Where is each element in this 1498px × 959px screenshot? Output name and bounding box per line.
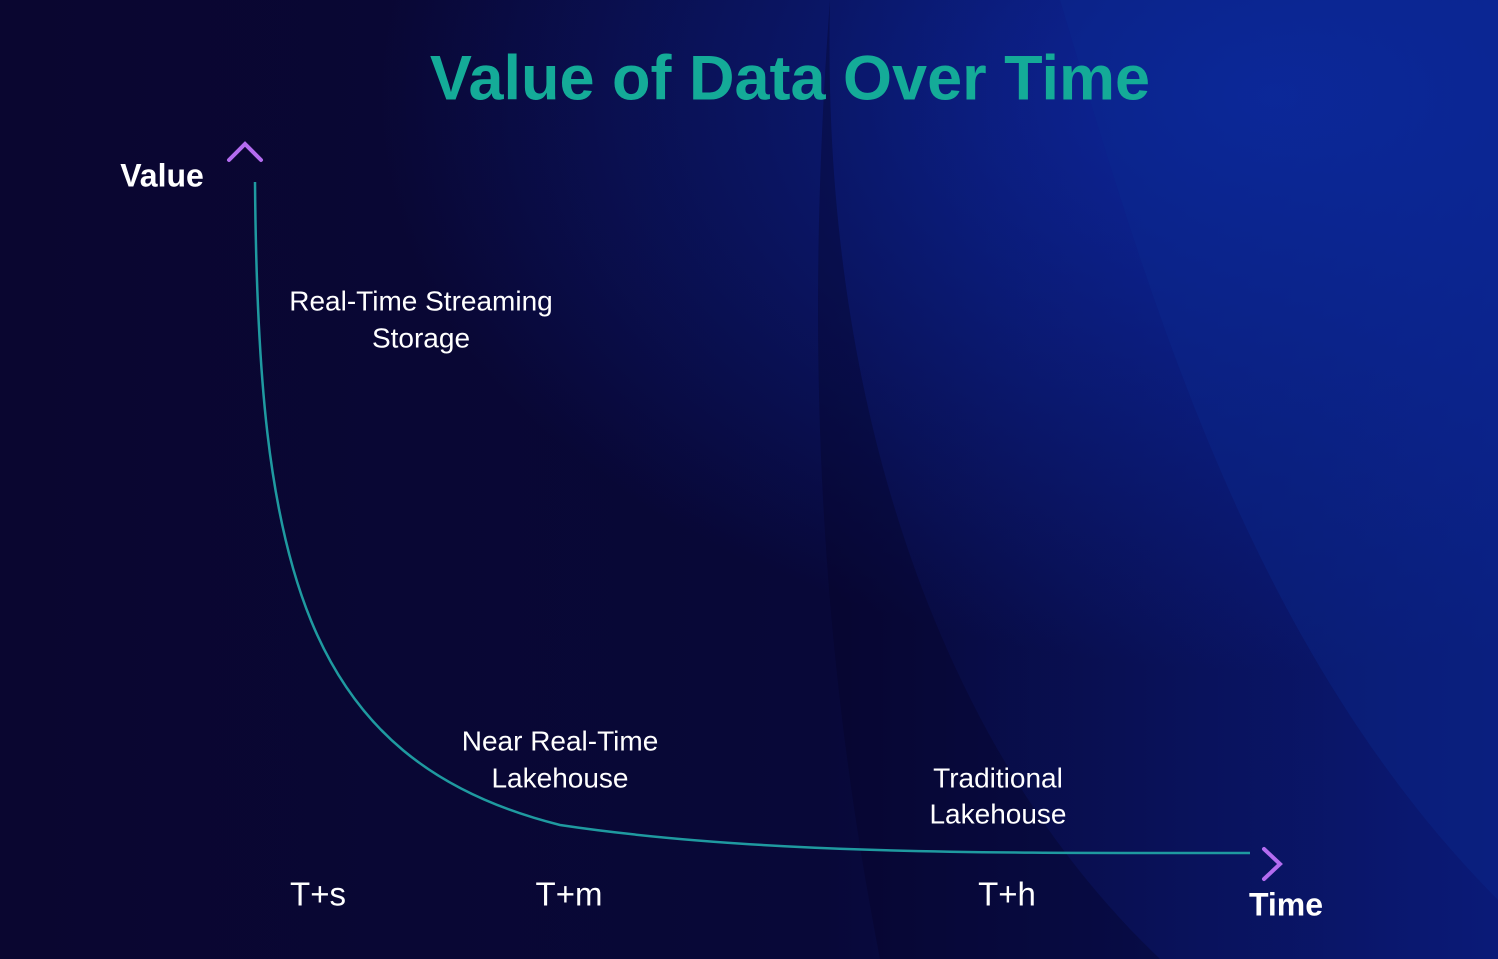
value-curve xyxy=(253,181,1251,855)
background-wave xyxy=(1060,0,1498,900)
x-axis-label: Time xyxy=(1249,886,1323,922)
y-axis-arrow xyxy=(227,141,263,162)
annotation-line: Traditional xyxy=(933,762,1063,793)
annotation-line: Near Real-Time xyxy=(462,725,659,756)
annotations: Real-Time Streaming Storage Near Real-Ti… xyxy=(289,285,1066,829)
background-shadow xyxy=(818,0,1160,959)
x-axis-arrow xyxy=(1262,847,1283,881)
title: Value of Data Over Time xyxy=(430,44,1150,114)
time-label: T+h xyxy=(978,876,1036,913)
annotation-line: Real-Time Streaming xyxy=(289,285,552,316)
time-label: T+m xyxy=(536,876,603,913)
y-axis-label: Value xyxy=(120,157,204,193)
time-label: T+s xyxy=(290,876,346,913)
annotation-line: Storage xyxy=(372,322,470,353)
time-labels: T+s T+m T+h xyxy=(290,876,1036,913)
annotation-line: Lakehouse xyxy=(929,798,1066,829)
annotation-line: Lakehouse xyxy=(491,762,628,793)
